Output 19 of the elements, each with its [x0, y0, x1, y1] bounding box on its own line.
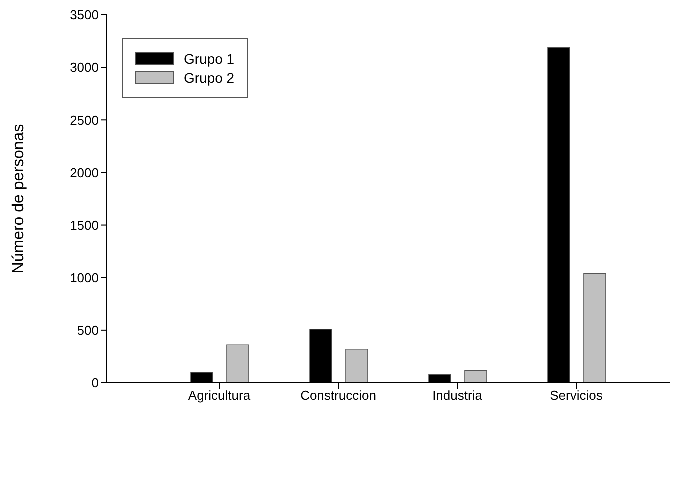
- y-axis-title: Número de personas: [10, 124, 28, 274]
- bar: [346, 348, 368, 383]
- legend-label: Grupo 1: [184, 50, 235, 66]
- y-tick-label: 3500: [70, 8, 99, 23]
- bar: [584, 273, 606, 383]
- y-tick-label: 0: [92, 376, 99, 391]
- y-tick-label: 1000: [70, 270, 99, 286]
- bar: [464, 370, 488, 383]
- y-tick-label: 500: [77, 323, 99, 338]
- y-tick-label: 2500: [70, 112, 99, 128]
- x-tick-label: Industria: [432, 388, 484, 404]
- x-tick-label: Construccion: [300, 388, 376, 404]
- bar: [226, 344, 250, 383]
- y-tick-label: 3000: [70, 60, 99, 76]
- x-tick-label: Servicios: [550, 388, 604, 404]
- legend-label: Grupo 2: [184, 70, 235, 86]
- x-tick-label: Agricultura: [188, 388, 252, 404]
- y-tick-label: 2000: [70, 165, 99, 180]
- y-tick-label: 1500: [70, 218, 99, 233]
